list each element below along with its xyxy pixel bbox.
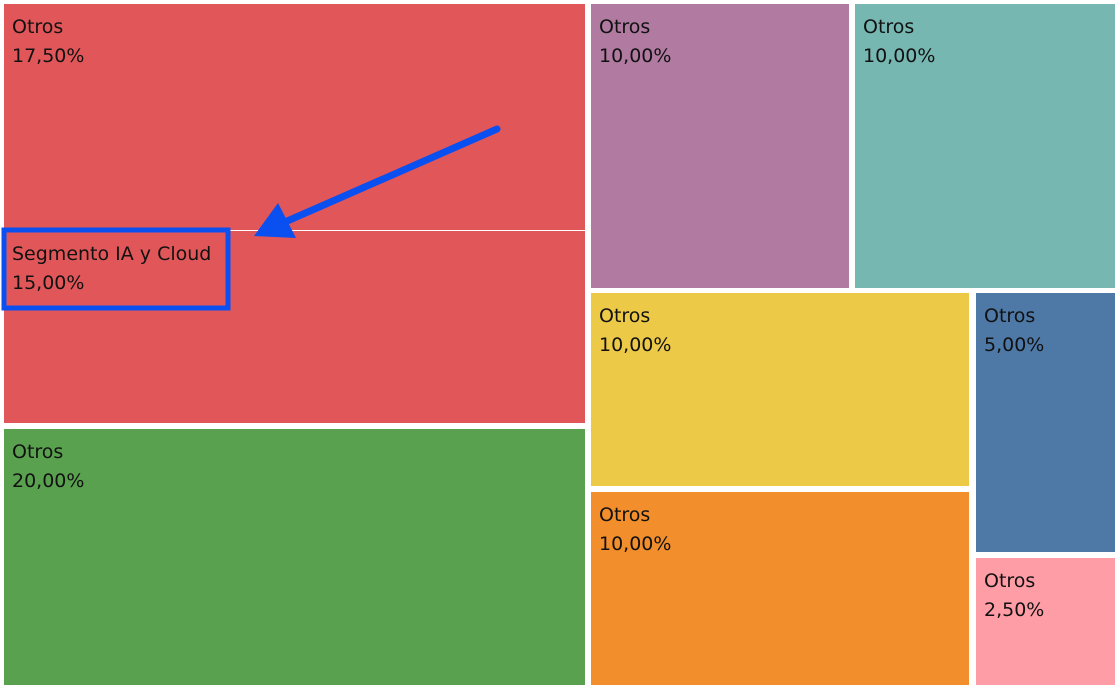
cell-category: Otros xyxy=(599,504,651,526)
cell-percentage: 10,00% xyxy=(599,533,672,555)
cell-label: Otros 17,50% xyxy=(12,13,84,71)
cell-percentage: 20,00% xyxy=(12,470,85,492)
treemap-cell-otros-yellow: Otros 10,00% xyxy=(591,293,969,486)
cell-percentage: 10,00% xyxy=(863,45,936,67)
cell-label: Otros 20,00% xyxy=(12,438,84,496)
treemap-cell-otros-teal: Otros 10,00% xyxy=(855,4,1115,288)
treemap-cell-otros-blue: Otros 5,00% xyxy=(976,293,1115,552)
cell-percentage: 5,00% xyxy=(984,334,1045,356)
treemap-cell-otros-green: Otros 20,00% xyxy=(4,429,585,685)
treemap-cell-otros-red-top: Otros 17,50% xyxy=(4,4,585,230)
cell-category: Otros xyxy=(599,16,651,38)
treemap-cell-segmento-ia-cloud: Segmento IA y Cloud 15,00% xyxy=(4,231,585,423)
cell-category: Otros xyxy=(599,305,651,327)
cell-percentage: 10,00% xyxy=(599,45,672,67)
cell-label: Otros 10,00% xyxy=(599,302,671,360)
cell-category: Otros xyxy=(984,305,1036,327)
cell-label: Otros 2,50% xyxy=(984,567,1044,625)
cell-label: Otros 10,00% xyxy=(599,13,671,71)
treemap-cell-otros-pink: Otros 2,50% xyxy=(976,558,1115,685)
cell-percentage: 2,50% xyxy=(984,599,1045,621)
cell-category: Segmento IA y Cloud xyxy=(12,243,212,265)
cell-percentage: 10,00% xyxy=(599,334,672,356)
cell-label: Otros 10,00% xyxy=(599,501,671,559)
cell-label: Otros 5,00% xyxy=(984,302,1044,360)
cell-category: Otros xyxy=(12,16,64,38)
cell-percentage: 15,00% xyxy=(12,272,85,294)
cell-category: Otros xyxy=(12,441,64,463)
cell-category: Otros xyxy=(984,570,1036,592)
cell-category: Otros xyxy=(863,16,915,38)
cell-label: Otros 10,00% xyxy=(863,13,935,71)
cell-label: Segmento IA y Cloud 15,00% xyxy=(12,240,211,298)
cell-percentage: 17,50% xyxy=(12,45,85,67)
treemap-cell-otros-orange: Otros 10,00% xyxy=(591,492,969,685)
treemap-cell-otros-purple: Otros 10,00% xyxy=(591,4,849,288)
